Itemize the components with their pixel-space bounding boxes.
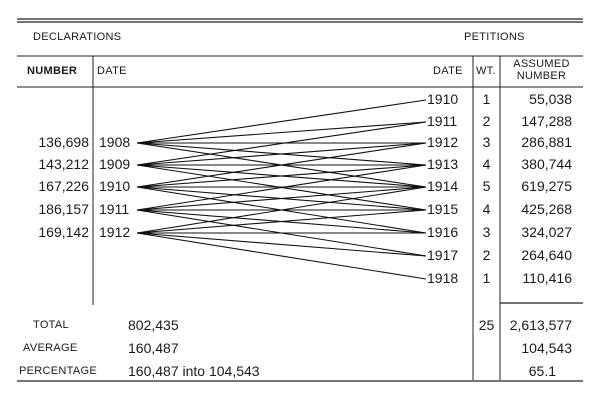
link-1912-1914 [136,186,427,234]
declaration-date: 1909 [99,156,131,172]
petition-assumed-number: 147,288 [521,113,572,129]
petition-weight: 4 [482,201,491,217]
percentage-value: 160,487 into 104,543 [128,363,260,379]
petition-assumed-number: 110,416 [522,270,572,286]
petition-date: 1914 [427,178,459,194]
petition-weight: 1 [482,270,491,286]
total-assumed: 2,613,577 [509,317,572,333]
assumed-header-1: ASSUMED [513,58,570,70]
petition-weight: 3 [482,224,491,240]
petition-date: 1917 [427,247,459,263]
declaration-number: 167,226 [38,178,89,194]
petition-assumed-number: 55,038 [529,91,572,107]
petition-assumed-number: 425,268 [521,201,572,217]
petition-date: 1918 [427,270,459,286]
link-1912-1915 [136,209,427,234]
declaration-number: 143,212 [38,156,89,172]
link-lines [136,99,427,280]
declaration-date: 1911 [99,201,130,217]
petition-assumed-number: 619,275 [521,178,572,194]
total-value: 802,435 [128,317,179,333]
petition-assumed-number: 324,027 [521,224,572,240]
link-1911-1913 [136,164,427,211]
link-1908-1911 [136,121,427,144]
declaration-date: 1910 [99,178,131,194]
average-value: 160,487 [128,340,179,356]
petition-date: 1910 [427,91,459,107]
declaration-date: 1908 [99,134,131,150]
link-1909-1911 [136,121,427,166]
petition-date: 1915 [427,201,459,217]
petition-assumed-number: 380,744 [521,156,572,172]
link-1910-1913 [136,164,427,188]
link-1912-1918 [136,232,427,280]
declaration-number: 169,142 [38,224,89,240]
declaration-number: 186,157 [38,201,89,217]
average-assumed: 104,543 [521,340,572,356]
link-1909-1912 [136,142,427,166]
petition-date: 1916 [427,224,459,240]
link-1908-1910 [136,99,427,144]
declarations-heading: DECLARATIONS [33,31,122,43]
average-label: AVERAGE [23,342,78,354]
petition-weight: 2 [482,247,491,263]
petition-date: 1912 [427,134,459,150]
percentage-label: PERCENTAGE [19,365,97,377]
declaration-date: 1912 [99,224,131,240]
date-right-header: DATE [433,65,463,77]
petition-date: 1911 [427,113,458,129]
percentage-result: 65.1 [528,363,556,379]
petition-weight: 5 [482,178,491,194]
petitions-heading: PETITIONS [464,31,525,43]
petition-weight: 4 [482,156,491,172]
petition-assumed-number: 264,640 [521,247,572,263]
link-1910-1912 [136,142,427,188]
date-left-header: DATE [97,65,127,77]
petition-weight: 1 [482,91,491,107]
number-header: NUMBER [27,65,78,77]
total-label: TOTAL [33,319,69,331]
total-wt: 25 [478,317,495,333]
petition-date: 1913 [427,156,459,172]
link-1911-1914 [136,186,427,211]
assumed-header-2: NUMBER [516,70,567,82]
wt-header: WT. [476,65,496,77]
link-1912-1917 [136,232,427,257]
petition-assumed-number: 286,881 [521,134,572,150]
petition-weight: 2 [482,113,491,129]
petition-weight: 3 [482,134,491,150]
declaration-number: 136,698 [38,134,89,150]
